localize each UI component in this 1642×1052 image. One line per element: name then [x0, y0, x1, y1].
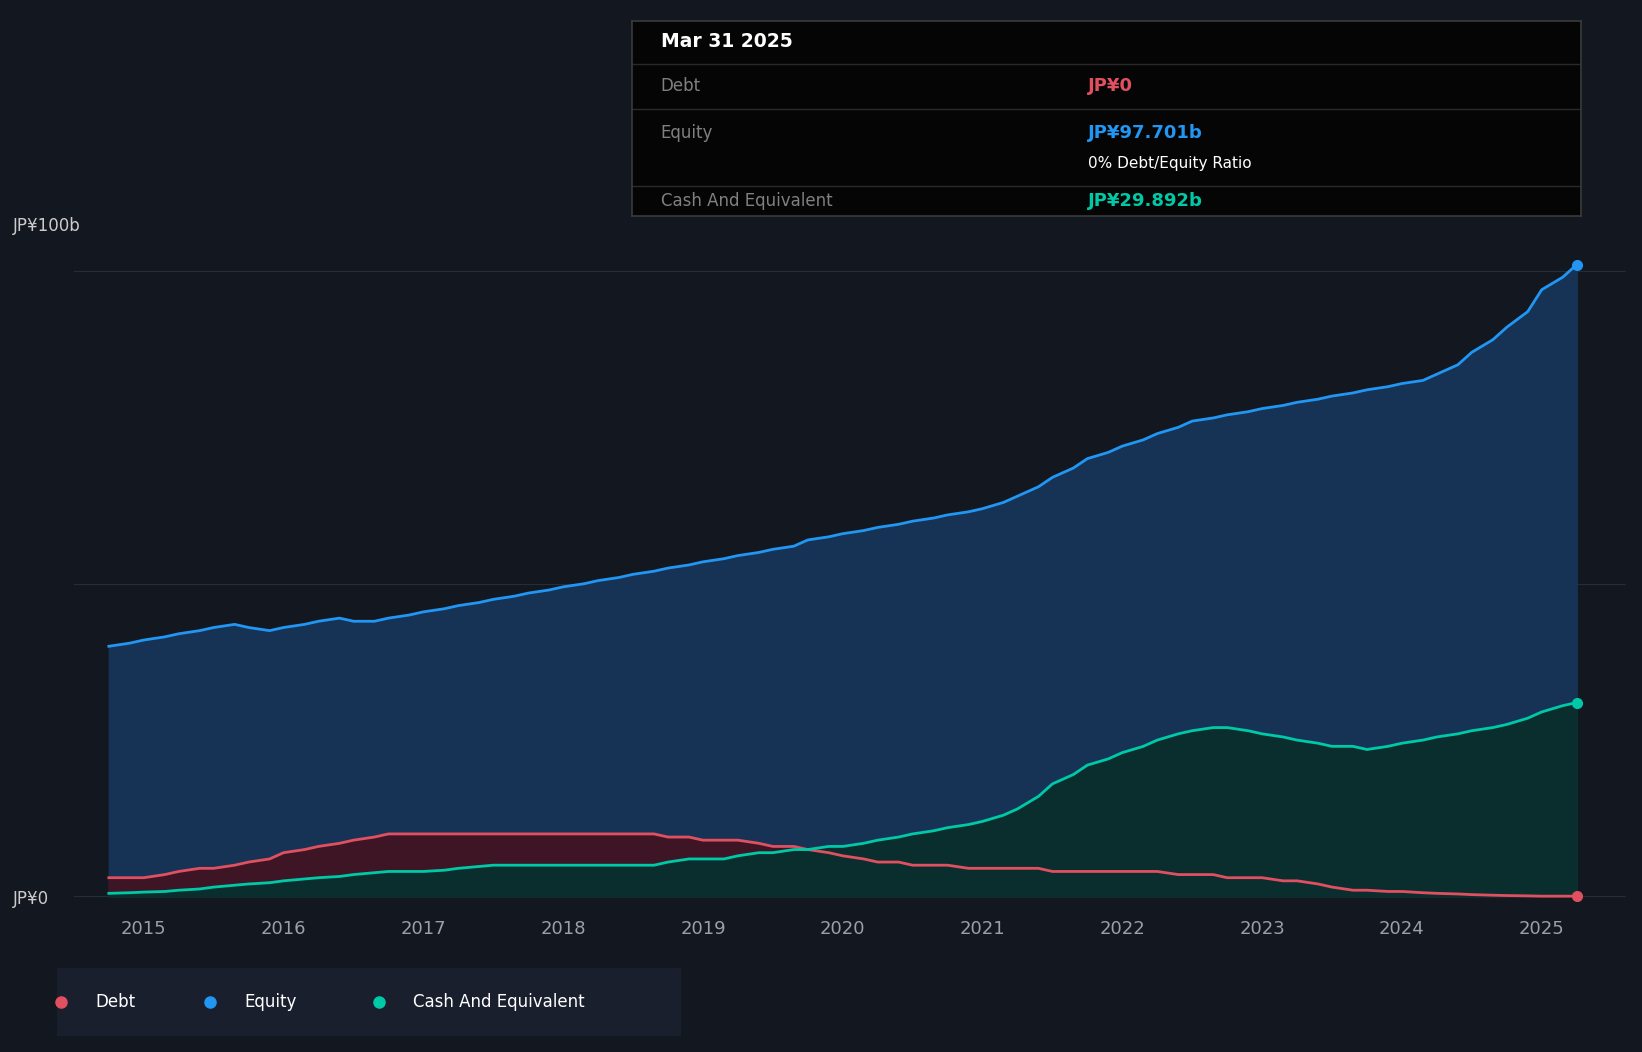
Text: JP¥97.701b: JP¥97.701b [1087, 124, 1202, 142]
Text: 0% Debt/Equity Ratio: 0% Debt/Equity Ratio [1087, 156, 1251, 170]
Text: Equity: Equity [245, 993, 297, 1011]
Text: Debt: Debt [660, 77, 701, 96]
Text: Mar 31 2025: Mar 31 2025 [660, 32, 793, 50]
Text: Equity: Equity [660, 124, 713, 142]
Text: JP¥0: JP¥0 [1087, 77, 1133, 96]
Text: Cash And Equivalent: Cash And Equivalent [414, 993, 585, 1011]
Text: Cash And Equivalent: Cash And Equivalent [660, 193, 832, 210]
Text: Debt: Debt [95, 993, 135, 1011]
Text: JP¥100b: JP¥100b [13, 217, 80, 236]
Text: JP¥29.892b: JP¥29.892b [1087, 193, 1202, 210]
Text: JP¥0: JP¥0 [13, 890, 49, 909]
